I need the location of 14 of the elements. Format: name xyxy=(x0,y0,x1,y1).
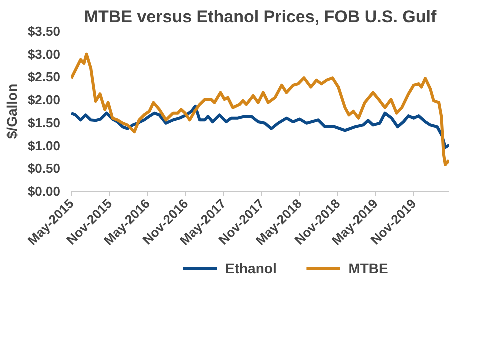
y-tick-label: $2.00 xyxy=(28,92,61,108)
line-series xyxy=(72,52,450,166)
legend-label: Ethanol xyxy=(226,260,277,276)
y-tick-label: $0.50 xyxy=(28,161,61,176)
y-tick-label: $2.50 xyxy=(28,70,61,85)
y-tick-label: $1.50 xyxy=(28,115,61,130)
y-tick-label: $3.50 xyxy=(28,24,61,39)
y-tick-label: $0.00 xyxy=(28,184,61,199)
y-axis-title: $/Gallon xyxy=(4,84,20,140)
line-series xyxy=(72,104,450,150)
y-tick-label: $1.00 xyxy=(28,138,61,154)
chart-title: MTBE versus Ethanol Prices, FOB U.S. Gulf xyxy=(84,8,438,26)
legend-label: MTBE xyxy=(348,260,388,276)
y-tick-label: $3.00 xyxy=(28,46,61,62)
